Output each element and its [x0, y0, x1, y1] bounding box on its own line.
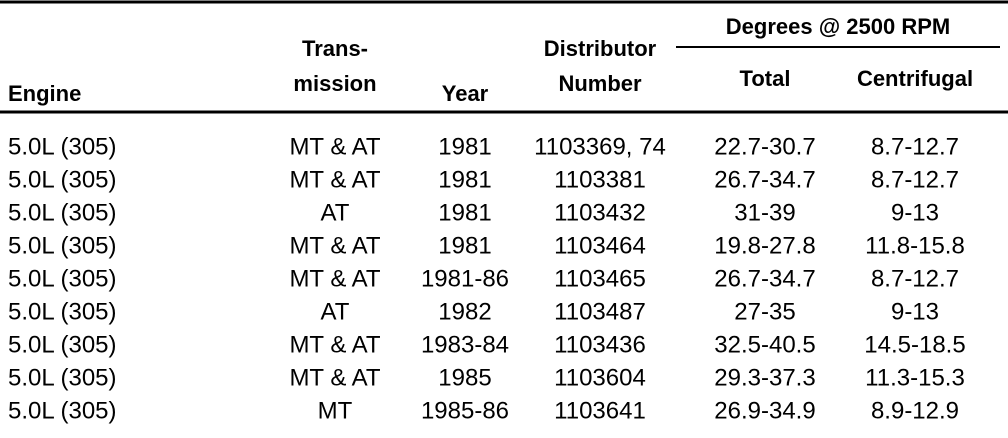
cell: 1103381 [554, 166, 646, 193]
cell: 1103436 [554, 331, 646, 358]
cell: 26.9-34.9 [714, 397, 815, 424]
cell: 9-13 [891, 298, 939, 325]
cell: MT & AT [289, 265, 380, 292]
cell: 1103604 [554, 364, 646, 391]
cell: 19.8-27.8 [714, 232, 815, 259]
cell: 22.7-30.7 [714, 133, 815, 160]
cell: AT [321, 298, 350, 325]
cell: 1981 [438, 199, 491, 226]
cell: 29.3-37.3 [714, 364, 815, 391]
cell: 5.0L (305) [8, 265, 117, 292]
column-header: Engine [8, 81, 81, 106]
cell: 26.7-34.7 [714, 265, 815, 292]
cell: 5.0L (305) [8, 232, 117, 259]
cell: 5.0L (305) [8, 166, 117, 193]
cell: 8.7-12.7 [871, 133, 959, 160]
cell: 11.8-15.8 [865, 232, 965, 259]
cell: 8.7-12.7 [871, 265, 959, 292]
cell: 9-13 [891, 199, 939, 226]
cell: 27-35 [734, 298, 795, 325]
cell: 1983-84 [421, 331, 509, 358]
cell: 5.0L (305) [8, 364, 117, 391]
cell: 1103641 [554, 397, 646, 424]
column-header: Year [442, 81, 489, 106]
column-header: Centrifugal [857, 66, 973, 91]
cell: 14.5-18.5 [864, 331, 965, 358]
cell: 5.0L (305) [8, 133, 117, 160]
cell: 1982 [438, 298, 491, 325]
cell: MT & AT [289, 364, 380, 391]
cell: 11.3-15.3 [865, 364, 965, 391]
cell: 1981 [438, 166, 491, 193]
cell: MT & AT [289, 166, 380, 193]
cell: 1981-86 [421, 265, 509, 292]
cell: MT & AT [289, 133, 380, 160]
cell: 31-39 [734, 199, 795, 226]
cell: 1103432 [554, 199, 646, 226]
cell: 8.7-12.7 [871, 166, 959, 193]
cell: 5.0L (305) [8, 298, 117, 325]
cell: MT & AT [289, 331, 380, 358]
cell: 1985 [438, 364, 491, 391]
cell: 8.9-12.9 [871, 397, 959, 424]
column-header: Number [558, 71, 642, 96]
cell: 26.7-34.7 [714, 166, 815, 193]
cell: 1985-86 [421, 397, 509, 424]
group-header: Degrees @ 2500 RPM [726, 14, 950, 39]
cell: MT & AT [289, 232, 380, 259]
cell: 5.0L (305) [8, 331, 117, 358]
cell: 5.0L (305) [8, 397, 117, 424]
cell: 1103464 [554, 232, 646, 259]
column-header: Total [740, 66, 791, 91]
cell: 1981 [438, 232, 491, 259]
column-header: Distributor [544, 36, 657, 61]
cell: 1103369, 74 [534, 133, 666, 160]
cell: MT [318, 397, 353, 424]
column-header: mission [293, 71, 376, 96]
cell: AT [321, 199, 350, 226]
cell: 32.5-40.5 [714, 331, 815, 358]
cell: 1103487 [554, 298, 646, 325]
cell: 1981 [438, 133, 491, 160]
cell: 1103465 [554, 265, 646, 292]
column-header: Trans- [302, 36, 368, 61]
cell: 5.0L (305) [8, 199, 117, 226]
